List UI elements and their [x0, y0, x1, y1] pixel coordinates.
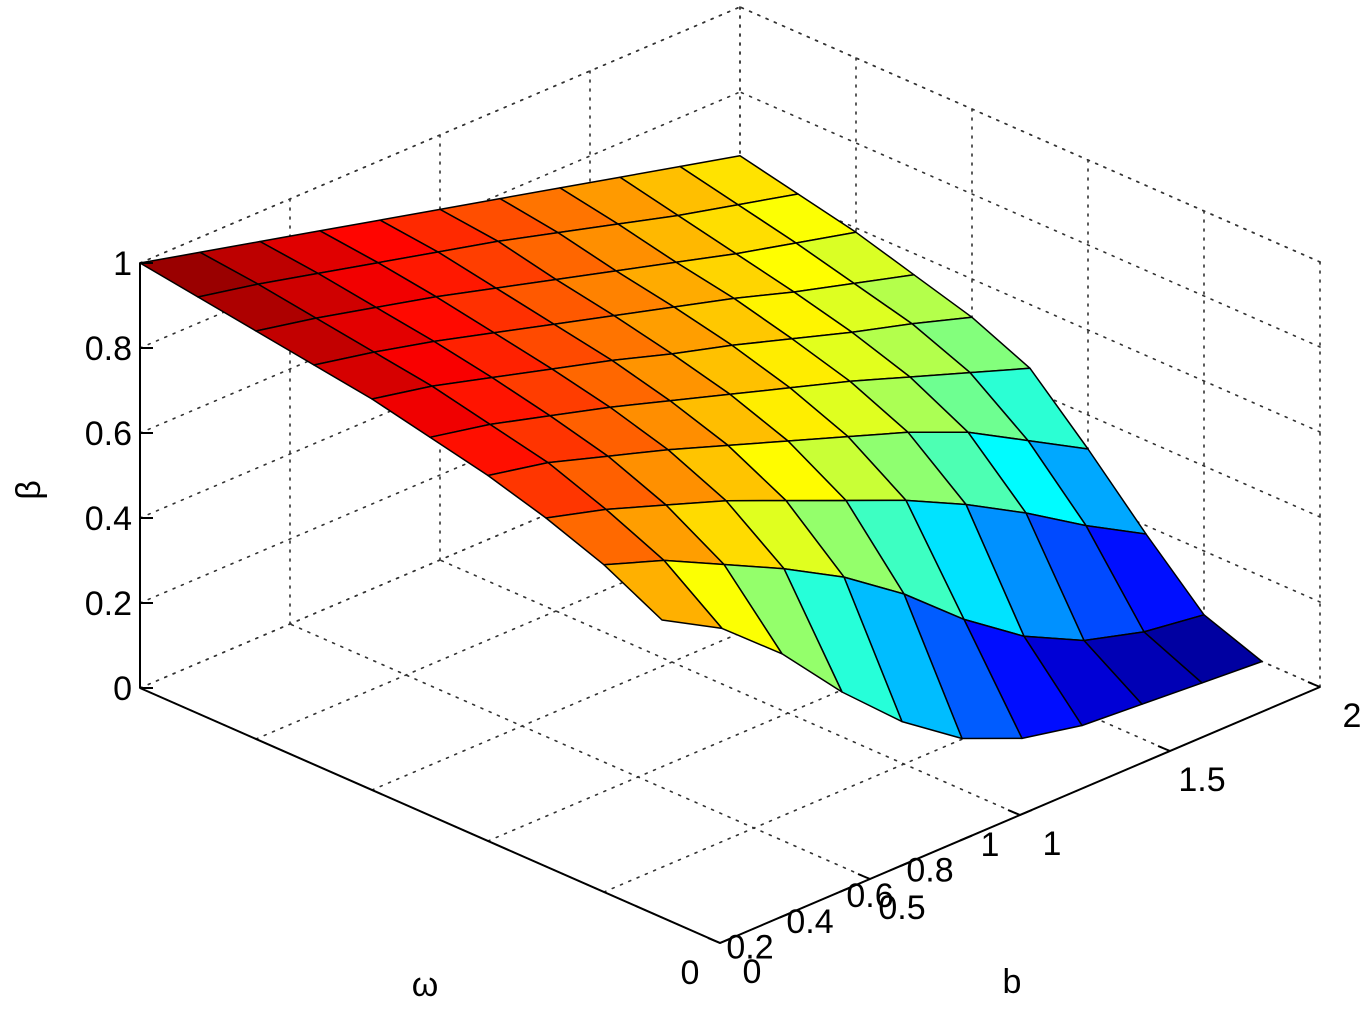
y-tick-mark: [959, 834, 973, 842]
y-tick-label: 0.8: [906, 852, 953, 890]
z-tick-label: 0.4: [85, 500, 132, 538]
grid-line: [371, 533, 973, 791]
z-tick-label: 0.8: [85, 330, 132, 368]
x-tick-mark: [707, 937, 721, 944]
surface-patch: [603, 559, 723, 630]
grid-line: [289, 623, 871, 880]
x-tick-label: 1.5: [1178, 761, 1225, 799]
x-tick-label: 0.5: [878, 889, 925, 927]
grid-line: [487, 584, 1089, 842]
grid-line: [739, 176, 1321, 433]
y-tick-label: 1: [981, 826, 1000, 864]
z-tick-label: 0.6: [85, 415, 132, 453]
grid-line: [139, 6, 741, 264]
grid-line: [439, 559, 1021, 816]
y-tick-label: 0.2: [726, 928, 773, 966]
y-axis-line: [139, 687, 721, 944]
x-tick-label: 1: [1043, 825, 1062, 863]
y-tick-mark: [719, 937, 733, 944]
y-tick-mark: [839, 885, 853, 893]
grid-line: [139, 346, 741, 604]
y-axis-label: ω: [412, 966, 439, 1004]
grid-line: [603, 635, 1205, 893]
x-tick-label: 0: [743, 953, 762, 991]
z-axis-label: β: [10, 480, 48, 500]
z-tick-label: 1: [113, 245, 132, 283]
z-tick-label: 0: [113, 670, 132, 708]
y-tick-mark: [779, 911, 793, 919]
y-tick-label: 0.4: [786, 903, 833, 941]
y-tick-label: 0: [681, 954, 700, 992]
y-tick-mark: [899, 860, 913, 868]
grid-line: [255, 482, 857, 740]
y-tick-label: 0.6: [846, 877, 893, 915]
x-axis-label: b: [1003, 963, 1022, 1001]
y-tick-mark: [1019, 809, 1033, 816]
x-tick-mark: [1007, 809, 1021, 816]
axis-labels: b ω β: [10, 480, 1021, 1004]
grid-line: [139, 431, 741, 689]
x-tick-mark: [1307, 681, 1321, 688]
surface: [139, 155, 1263, 740]
x-tick-label: 2: [1343, 697, 1362, 735]
z-tick-label: 0.2: [85, 585, 132, 623]
grid-line: [739, 6, 1321, 263]
x-tick-mark: [857, 873, 871, 880]
x-tick-mark: [1157, 745, 1171, 752]
grid-line: [739, 91, 1321, 348]
